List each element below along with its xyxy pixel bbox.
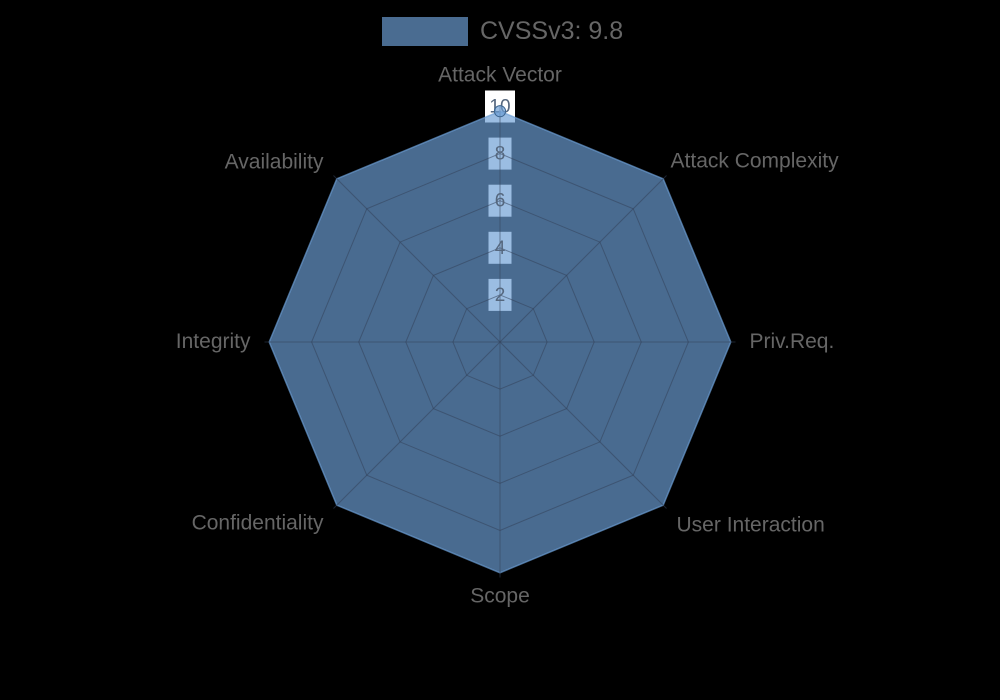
svg-text:8: 8: [495, 144, 506, 165]
svg-text:4: 4: [495, 238, 506, 259]
svg-text:Priv.Req.: Priv.Req.: [750, 330, 835, 353]
svg-text:Availability: Availability: [225, 150, 324, 173]
svg-text:User Interaction: User Interaction: [677, 514, 825, 537]
svg-text:Scope: Scope: [470, 585, 530, 608]
svg-text:Confidentiality: Confidentiality: [192, 512, 324, 535]
svg-text:2: 2: [495, 285, 506, 306]
svg-text:6: 6: [495, 191, 506, 212]
svg-text:Attack Vector: Attack Vector: [438, 64, 562, 87]
svg-text:Integrity: Integrity: [176, 330, 251, 353]
svg-text:Attack Complexity: Attack Complexity: [671, 149, 840, 172]
